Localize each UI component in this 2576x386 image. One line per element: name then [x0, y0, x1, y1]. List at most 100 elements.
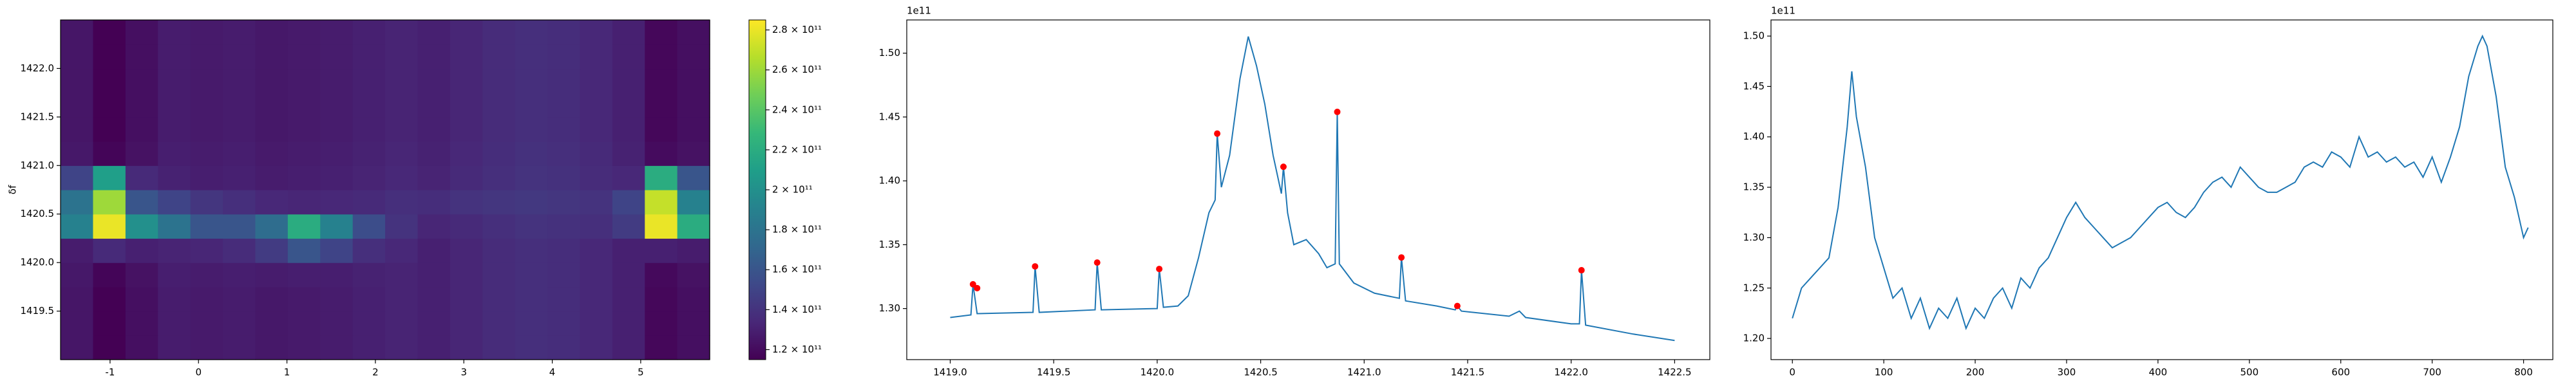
heatmap-cell: [190, 262, 223, 288]
y-tick-label: 1421.5: [21, 111, 55, 122]
heatmap-cell: [93, 44, 126, 69]
colorbar: [748, 19, 766, 360]
heatmap-cell: [612, 20, 645, 45]
heatmap-cell: [223, 214, 256, 239]
y-tick-label: 1.50: [879, 47, 900, 59]
heatmap-cell: [450, 165, 483, 190]
heatmap-cell: [547, 20, 581, 45]
heatmap-cell: [417, 93, 451, 118]
peak-marker: [1032, 263, 1039, 270]
heatmap-cell: [645, 141, 678, 166]
data-line: [1792, 34, 2529, 331]
x-tick-label: 1421.0: [1347, 367, 1381, 378]
heatmap-cell: [190, 116, 223, 142]
heatmap-cell: [417, 335, 451, 360]
heatmap-cell: [352, 214, 386, 239]
peak-marker: [1454, 302, 1461, 309]
heatmap-cell: [320, 20, 354, 45]
heatmap-cell: [385, 165, 419, 190]
heatmap-cell: [677, 165, 710, 190]
heatmap-cell: [677, 68, 710, 93]
heatmap-cell: [190, 93, 223, 118]
heatmap-cell: [450, 44, 483, 69]
heatmap-cell: [287, 286, 321, 312]
heatmap-cell: [223, 93, 256, 118]
heatmap-cell: [352, 20, 386, 45]
heatmap-cell: [125, 44, 158, 69]
heatmap-cell: [287, 190, 321, 215]
heatmap-cell: [580, 262, 613, 288]
heatmap-cell: [515, 311, 548, 336]
heatmap-cell: [580, 20, 613, 45]
y-axis-label: δf: [7, 185, 19, 194]
heatmap-cell: [385, 238, 419, 263]
heatmap-cell: [125, 286, 158, 312]
x-tick-label: 700: [2423, 367, 2441, 378]
y-tick-label: 1419.5: [21, 305, 55, 317]
heatmap-cell: [320, 311, 354, 336]
heatmap-cell: [385, 286, 419, 312]
y-tick-label: 1.30: [1743, 232, 1765, 243]
heatmap-cell: [158, 68, 191, 93]
heatmap-cell: [580, 141, 613, 166]
heatmap-cell: [320, 68, 354, 93]
heatmap-cell: [158, 335, 191, 360]
heatmap-cell: [580, 93, 613, 118]
heatmap-cell: [450, 68, 483, 93]
heatmap-cell: [320, 286, 354, 312]
heatmap-cell: [645, 311, 678, 336]
heatmap-cell: [287, 238, 321, 263]
heatmap-cell: [320, 214, 354, 239]
heatmap-cell: [158, 311, 191, 336]
data-line: [950, 36, 1675, 342]
heatmap-cell: [515, 165, 548, 190]
heatmap-cell: [287, 116, 321, 142]
heatmap-cell: [223, 68, 256, 93]
heatmap-cell: [158, 262, 191, 288]
heatmap-cell: [450, 238, 483, 263]
heatmap-cell: [255, 262, 289, 288]
peak-marker: [974, 284, 981, 291]
heatmap-cell: [190, 214, 223, 239]
x-tick-label: 2: [372, 367, 379, 378]
heatmap-cell: [515, 116, 548, 142]
heatmap-cell: [482, 20, 516, 45]
heatmap-cell: [580, 165, 613, 190]
heatmap-cell: [158, 116, 191, 142]
heatmap-cell: [61, 335, 94, 360]
heatmap-cell: [645, 20, 678, 45]
heatmap-cell: [547, 190, 581, 215]
heatmap-cell: [125, 190, 158, 215]
offset-label: 1e11: [1771, 5, 1795, 17]
heatmap-cell: [515, 44, 548, 69]
heatmap-cell: [385, 335, 419, 360]
heatmap-cell: [547, 44, 581, 69]
heatmap-cell: [547, 262, 581, 288]
heatmap-cell: [482, 238, 516, 263]
x-tick-label: 100: [1875, 367, 1893, 378]
heatmap-cell: [61, 311, 94, 336]
heatmap-cell: [255, 93, 289, 118]
x-tick-label: 0: [195, 367, 202, 378]
heatmap-cell: [677, 286, 710, 312]
heatmap-cell: [190, 311, 223, 336]
heatmap-cell: [547, 214, 581, 239]
heatmap-cell: [417, 20, 451, 45]
heatmap-cell: [61, 141, 94, 166]
heatmap-cell: [547, 238, 581, 263]
heatmap-cell: [645, 214, 678, 239]
heatmap-cell: [93, 214, 126, 239]
heatmap-cell: [125, 262, 158, 288]
heatmap-cell: [255, 141, 289, 166]
heatmap-cell: [255, 335, 289, 360]
heatmap-cell: [125, 116, 158, 142]
heatmap-cell: [352, 286, 386, 312]
heatmap-cell: [612, 238, 645, 263]
heatmap-cell: [385, 190, 419, 215]
heatmap-cell: [158, 141, 191, 166]
heatmap-cell: [417, 116, 451, 142]
peak-marker: [1334, 108, 1341, 115]
heatmap-cell: [93, 311, 126, 336]
heatmap-cell: [223, 262, 256, 288]
heatmap-cell: [515, 286, 548, 312]
